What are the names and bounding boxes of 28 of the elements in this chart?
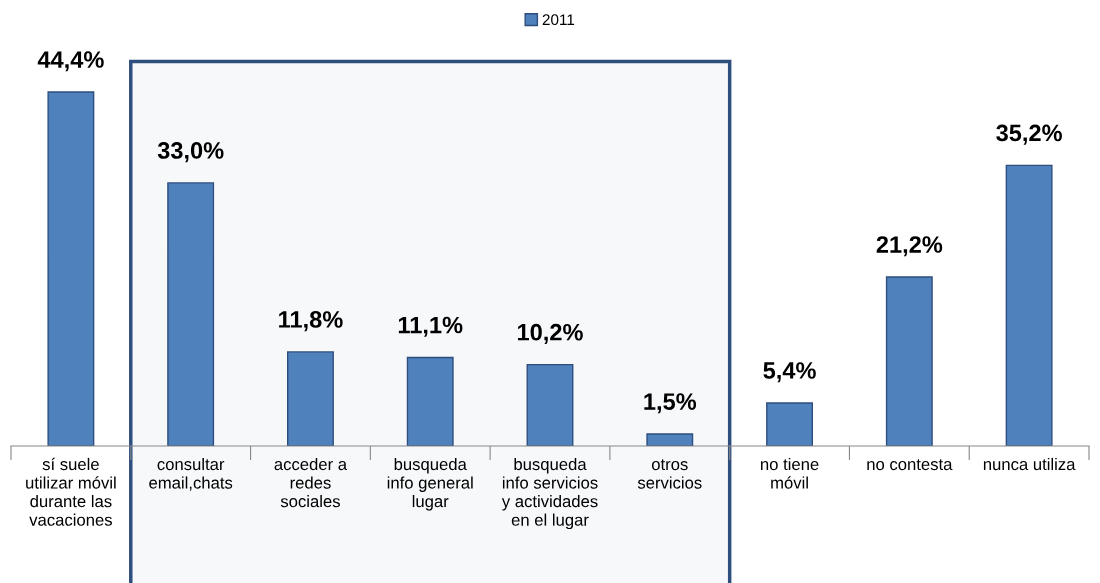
data-label: 35,2% — [996, 124, 1062, 145]
bar — [286, 351, 334, 446]
data-label: 10,2% — [518, 323, 583, 344]
bar — [526, 363, 574, 446]
bar — [406, 356, 454, 446]
data-label: 5,4% — [763, 362, 816, 383]
x-tick-label: nunca utiliza — [983, 457, 1076, 471]
bar — [766, 402, 814, 446]
x-tick-label: consultar email,chats — [149, 457, 233, 491]
x-tick-label: busqueda info general lugar — [387, 457, 473, 511]
bar — [167, 182, 215, 446]
data-label: 33,0% — [157, 142, 224, 163]
x-tick-label: no tiene móvil — [761, 457, 819, 489]
x-tick-label: otros servicios — [637, 459, 702, 489]
legend-label: 2011 — [542, 14, 575, 26]
bar — [47, 91, 95, 446]
bar — [646, 433, 694, 446]
x-tick-label: busqueda info servicios y actividades en el lugar — [501, 457, 598, 530]
data-label: 11,8% — [279, 311, 343, 332]
data-label: 21,2% — [876, 236, 943, 257]
data-label: 11,1% — [398, 316, 463, 337]
bar — [885, 276, 933, 446]
data-label: 1,5% — [644, 393, 697, 414]
data-label: 44,4% — [37, 51, 104, 72]
x-tick-label: acceder a redes sociales — [274, 457, 348, 508]
x-tick-label: no contesta — [867, 459, 953, 471]
x-tick-label: sí suele utilizar móvil durante las vacaciones — [26, 457, 116, 526]
bar — [1005, 164, 1053, 446]
